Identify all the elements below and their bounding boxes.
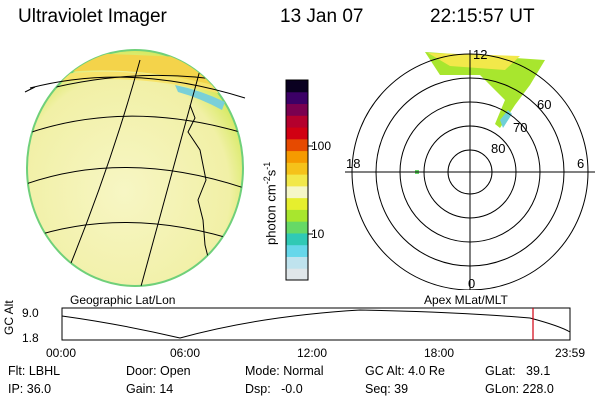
status-mode: Mode: Normal [245,364,324,378]
time-tick-0: 00:00 [46,346,77,360]
instrument-title: Ultraviolet Imager [18,6,167,27]
status-filter: Flt: LBHL [8,364,61,378]
colorbar-segment [286,209,308,222]
colorbar-segment [286,162,308,175]
colorbar-segment [286,256,308,269]
polar-label-12: 12 [473,47,488,62]
time-tick-2: 12:00 [297,346,328,360]
status-gain: Gain: 14 [126,382,174,396]
colorbar-segment [286,127,308,140]
polar-label-70: 70 [513,120,528,135]
status-gc-alt: GC Alt: 4.0 Re [365,364,445,378]
colorbar-tick-10: 10 [311,227,325,241]
geographic-map-caption: Geographic Lat/Lon [70,293,176,307]
status-dsp: Dsp: -0.0 [245,382,303,396]
colorbar-segment [286,138,308,152]
colorbar-segment [286,80,308,93]
time-tick-4: 23:59 [555,346,586,360]
colorbar-segment [286,91,308,105]
altitude-axis-label: GC Alt [2,300,16,335]
colorbar-segment [286,185,308,199]
altitude-y-top: 9.0 [22,306,39,320]
status-seq: Seq: 39 [365,382,409,396]
polar-label-80: 80 [491,141,506,156]
colorbar-segment [286,197,308,210]
colorbar-unit-label: photon cm-2s-1 [262,161,279,245]
colorbar-segment [286,221,308,234]
observation-time: 22:15:57 UT [430,6,535,27]
time-tick-1: 06:00 [170,346,201,360]
observation-date: 13 Jan 07 [280,6,364,27]
polar-plot-caption: Apex MLat/MLT [424,293,508,307]
colorbar-segment [286,103,308,116]
colorbar-segment [286,232,308,246]
polar-label-6: 6 [577,156,585,171]
status-glat: GLat: 39.1 [485,364,551,378]
polar-mlat-mlt-plot [345,50,595,290]
colorbar-segment [286,174,308,187]
colorbar-segment [286,115,308,128]
status-glon: GLon: 228.0 [485,382,554,396]
colorbar-segment [286,244,308,257]
colorbar-segment [286,150,308,163]
colorbar-segment [286,268,308,281]
colorbar [285,79,313,281]
geographic-map-image [24,49,246,287]
polar-label-0: 0 [468,276,476,291]
time-tick-3: 18:00 [424,346,455,360]
altitude-timeline-plot [61,307,571,341]
status-door: Door: Open [126,364,191,378]
status-ip: IP: 36.0 [8,382,52,396]
polar-aurora-patch [425,52,545,128]
polar-label-18: 18 [346,156,361,171]
polar-label-60: 60 [537,97,552,112]
altitude-y-bottom: 1.8 [22,331,39,345]
colorbar-tick-100: 100 [311,139,332,153]
